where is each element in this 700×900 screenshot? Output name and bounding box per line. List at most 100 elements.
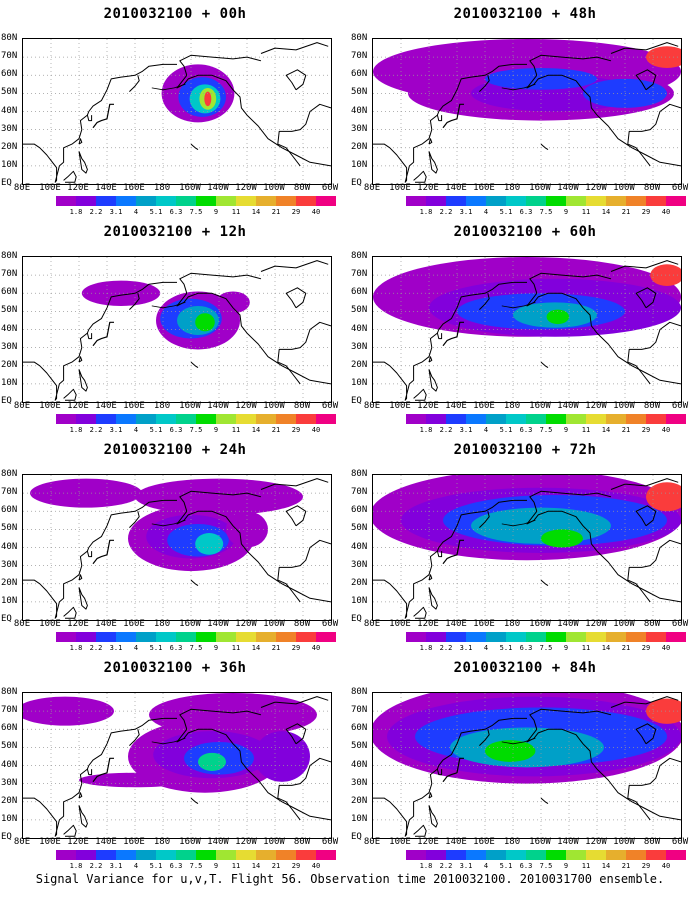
coastline-arctic	[260, 478, 329, 490]
coastline-north-america	[176, 272, 331, 385]
coastline-borneo	[63, 824, 77, 837]
longitude-label: 80W	[643, 837, 661, 847]
panel-title: 2010032100 + 84h	[453, 660, 597, 676]
coastline-kamchatka	[479, 511, 490, 528]
map-plot-area	[22, 256, 332, 403]
latitude-label: 70N	[1, 51, 18, 62]
latitude-label: 70N	[1, 705, 18, 716]
latitude-label: 60N	[351, 505, 368, 516]
colorbar-swatch	[176, 196, 196, 206]
colorbar-swatch	[196, 850, 216, 860]
coastline-korea	[86, 550, 93, 558]
colorbar-swatch	[236, 414, 256, 424]
coastline-japan	[442, 539, 464, 565]
coastline-philippines	[428, 587, 438, 610]
variance-contour	[198, 752, 226, 771]
coastline-aleutians	[501, 301, 536, 309]
colorbar-tick-label: 21	[621, 208, 631, 216]
colorbar-swatch	[156, 632, 176, 642]
longitude-label: 100W	[263, 183, 285, 193]
coastline-japan	[442, 321, 464, 347]
latitude-label: 20N	[351, 141, 368, 152]
latitude-label: 60N	[351, 69, 368, 80]
coastline-kamchatka	[129, 293, 140, 310]
longitude-label: 160E	[473, 401, 495, 411]
latitude-label: 50N	[1, 523, 18, 534]
colorbar-tick-label: 6.3	[519, 644, 533, 652]
forecast-panel: 2010032100 + 84h 80N 70N 60N 50N 40N 30N 20N 10N…	[350, 654, 700, 872]
colorbar-tick-label: 14	[601, 208, 611, 216]
colorbar-swatch	[236, 632, 256, 642]
longitude-label: 100W	[613, 837, 635, 847]
longitude-label: 120E	[417, 837, 439, 847]
colorbar-tick-label: 21	[621, 862, 631, 870]
colorbar-swatch	[406, 850, 426, 860]
colorbar-swatch	[56, 196, 76, 206]
latitude-label: 70N	[351, 51, 368, 62]
colorbar-swatch	[546, 414, 566, 424]
longitude-label: 80E	[13, 183, 31, 193]
colorbar-swatch	[296, 632, 316, 642]
colorbar-tick-label: 14	[251, 862, 261, 870]
latitude-label: 20N	[1, 577, 18, 588]
coastline-japan	[92, 539, 114, 565]
colorbar-swatch	[236, 196, 256, 206]
coastline-kamchatka	[479, 729, 490, 746]
colorbar-tick-label: 7.5	[539, 644, 553, 652]
coastline-hawaii	[190, 579, 199, 587]
coastline-hawaii	[540, 579, 549, 587]
colorbar-swatch	[316, 850, 336, 860]
coastline-borneo	[413, 170, 427, 183]
longitude-label: 160E	[473, 837, 495, 847]
colorbar-tick-label: 11	[581, 862, 591, 870]
colorbar-tick-label: 40	[311, 426, 321, 434]
latitude-label: 50N	[351, 523, 368, 534]
colorbar-tick-label: 29	[641, 208, 651, 216]
coastline-taiwan	[78, 574, 83, 581]
longitude-label: 180	[153, 837, 171, 847]
longitude-label: 60W	[321, 837, 339, 847]
colorbar-tick-label: 6.3	[519, 208, 533, 216]
colorbar-tick-label: 9	[213, 862, 219, 870]
latitude-label: 50N	[1, 305, 18, 316]
colorbar-swatch	[646, 632, 666, 642]
colorbar-tick-label: 21	[271, 208, 281, 216]
colorbar-swatch	[506, 850, 526, 860]
longitude-label: 120E	[67, 401, 89, 411]
longitude-label: 160E	[473, 183, 495, 193]
coastline-asia	[373, 63, 527, 183]
colorbar-swatch	[446, 850, 466, 860]
coastline-kamchatka	[129, 729, 140, 746]
colorbar-swatch	[116, 632, 136, 642]
colorbar-swatch	[446, 632, 466, 642]
colorbar-tick-label: 2.2	[439, 644, 453, 652]
map-plot-area	[372, 256, 682, 403]
coastline-north-america	[526, 708, 681, 821]
colorbar-tick-label: 11	[231, 208, 241, 216]
coastline-gulf	[277, 539, 331, 603]
latitude-label: 40N	[351, 541, 368, 552]
latitude-label: 60N	[1, 723, 18, 734]
colorbar-tick-label: 2.2	[439, 208, 453, 216]
longitude-label: 100E	[389, 401, 411, 411]
longitude-label: 180	[153, 619, 171, 629]
longitude-label: 100E	[389, 837, 411, 847]
colorbar-swatch	[196, 196, 216, 206]
colorbar-swatch	[96, 632, 116, 642]
longitude-label: 60W	[321, 619, 339, 629]
colorbar-tick-label: 2.2	[439, 426, 453, 434]
colorbar-swatch	[546, 632, 566, 642]
longitude-label: 100E	[389, 619, 411, 629]
coastline-aleutians	[151, 737, 186, 745]
colorbar-tick-label: 2.2	[89, 208, 103, 216]
coastline-hawaii	[540, 361, 549, 369]
colorbar-swatch	[666, 850, 686, 860]
colorbar-swatch	[626, 850, 646, 860]
colorbar-tick-label: 3.1	[109, 862, 123, 870]
colorbar-tick-label: 5.1	[499, 862, 513, 870]
colorbar-tick-label: 9	[213, 426, 219, 434]
colorbar-tick-label: 4	[133, 644, 139, 652]
colorbar-tick-label: 2.2	[89, 862, 103, 870]
coastline-hudson-bay	[635, 505, 657, 527]
longitude-label: 120W	[235, 837, 257, 847]
